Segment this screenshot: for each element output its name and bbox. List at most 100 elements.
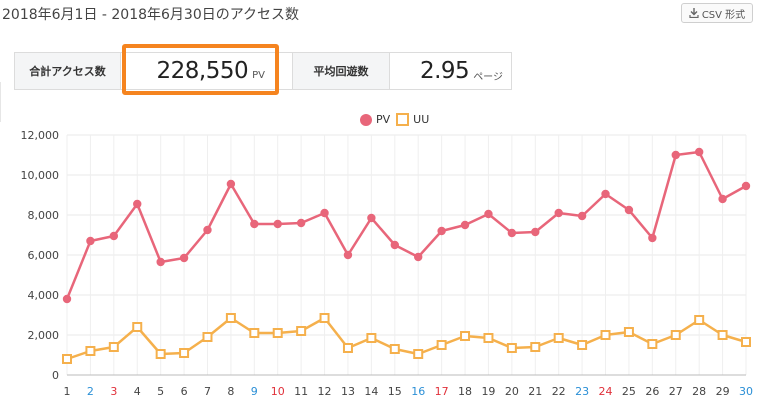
- uu-point: [623, 327, 634, 337]
- y-tick-label: 4,000: [28, 289, 60, 302]
- uu-point: [413, 349, 424, 359]
- pv-point: [507, 228, 517, 238]
- legend-pv-label: PV: [376, 113, 391, 126]
- y-tick-label: 12,000: [21, 129, 60, 142]
- x-tick-label: 1: [64, 385, 71, 398]
- pv-point: [648, 233, 657, 243]
- pv-point: [156, 257, 165, 267]
- x-tick-label: 23: [575, 385, 589, 398]
- y-tick-label: 0: [52, 369, 59, 382]
- uu-point: [179, 348, 190, 358]
- pv-point: [273, 219, 282, 229]
- pv-point: [484, 209, 493, 219]
- x-tick-label: 26: [645, 385, 659, 398]
- x-tick-label: 30: [739, 385, 753, 398]
- x-tick-label: 15: [388, 385, 402, 398]
- x-tick-label: 21: [528, 385, 542, 398]
- x-tick-label: 9: [251, 385, 258, 398]
- y-tick-label: 6,000: [28, 249, 60, 262]
- x-tick-label: 4: [134, 385, 141, 398]
- uu-point: [296, 326, 307, 336]
- pv-point: [694, 147, 704, 157]
- x-tick-label: 5: [157, 385, 164, 398]
- uu-point: [717, 330, 728, 340]
- uu-point: [553, 333, 564, 343]
- x-tick-label: 10: [271, 385, 285, 398]
- pv-point: [390, 240, 399, 250]
- chart-legend: PV UU: [360, 113, 429, 126]
- x-tick-label: 25: [622, 385, 636, 398]
- avg-pages-label: 平均回遊数: [292, 53, 390, 89]
- uu-point: [389, 344, 400, 354]
- pv-point: [296, 218, 306, 228]
- x-tick-label: 24: [599, 385, 613, 398]
- pv-point: [460, 220, 470, 230]
- pv-point: [671, 150, 680, 160]
- legend-uu-marker: [396, 113, 410, 126]
- total-access-value: 228,550 PV: [121, 53, 279, 89]
- x-tick-label: 8: [227, 385, 234, 398]
- total-highlight-frame: [122, 44, 279, 95]
- x-tick-label: 17: [435, 385, 449, 398]
- avg-pages-value: 2.95 ページ: [390, 53, 511, 89]
- y-tick-label: 8,000: [28, 209, 60, 222]
- x-tick-label: 11: [294, 385, 308, 398]
- csv-export-label: CSV 形式: [701, 9, 746, 21]
- uu-point: [225, 313, 236, 323]
- total-access-unit: PV: [252, 69, 265, 81]
- y-tick-label: 2,000: [28, 329, 60, 342]
- avg-pages-unit: ページ: [473, 71, 503, 83]
- pv-point: [62, 294, 72, 304]
- total-access-number: 228,550: [156, 58, 249, 84]
- uu-point: [577, 340, 588, 350]
- stats-summary: 合計アクセス数 228,550 PV 平均回遊数 2.95 ページ: [14, 52, 512, 90]
- x-tick-label: 20: [505, 385, 519, 398]
- uu-point: [530, 342, 541, 352]
- download-icon: [689, 8, 699, 18]
- uu-point: [342, 343, 353, 353]
- pv-point: [133, 199, 142, 209]
- x-tick-label: 6: [181, 385, 188, 398]
- x-tick-label: 12: [318, 385, 332, 398]
- y-tick-label: 10,000: [21, 169, 60, 182]
- uu-point: [436, 340, 447, 350]
- uu-point: [319, 313, 330, 323]
- x-tick-label: 18: [458, 385, 472, 398]
- page-title: 2018年6月1日 - 2018年6月30日のアクセス数: [2, 7, 300, 23]
- pv-point: [109, 231, 119, 241]
- uu-series-line: [66, 316, 747, 361]
- pv-point: [577, 211, 587, 221]
- legend-item-uu[interactable]: UU: [396, 113, 429, 126]
- x-tick-label: 22: [552, 385, 566, 398]
- legend-uu-label: UU: [413, 113, 430, 126]
- csv-export-button[interactable]: CSV 形式: [681, 3, 753, 23]
- x-tick-label: 28: [692, 385, 706, 398]
- x-tick-label: 14: [364, 385, 378, 398]
- avg-pages-number: 2.95: [419, 58, 470, 84]
- pv-point: [367, 213, 376, 223]
- uu-point: [694, 315, 705, 325]
- uu-point: [132, 322, 143, 332]
- uu-point: [155, 349, 166, 359]
- x-tick-label: 13: [341, 385, 355, 398]
- uu-point: [85, 346, 96, 356]
- legend-item-pv[interactable]: PV: [360, 113, 390, 126]
- pv-point: [531, 227, 540, 237]
- pv-point: [718, 194, 727, 204]
- uu-point: [62, 354, 72, 364]
- pv-point: [624, 205, 634, 215]
- uu-point: [647, 339, 658, 349]
- uu-point: [600, 330, 611, 340]
- pv-point: [203, 225, 212, 235]
- uu-point: [272, 328, 283, 338]
- uu-point: [366, 333, 377, 343]
- x-tick-label: 29: [716, 385, 730, 398]
- pv-point: [741, 181, 751, 191]
- pv-point: [343, 250, 353, 260]
- uu-point: [483, 333, 494, 343]
- x-tick-label: 16: [411, 385, 425, 398]
- total-access-label: 合計アクセス数: [15, 53, 121, 89]
- pv-point: [554, 208, 563, 218]
- x-tick-label: 2: [87, 385, 94, 398]
